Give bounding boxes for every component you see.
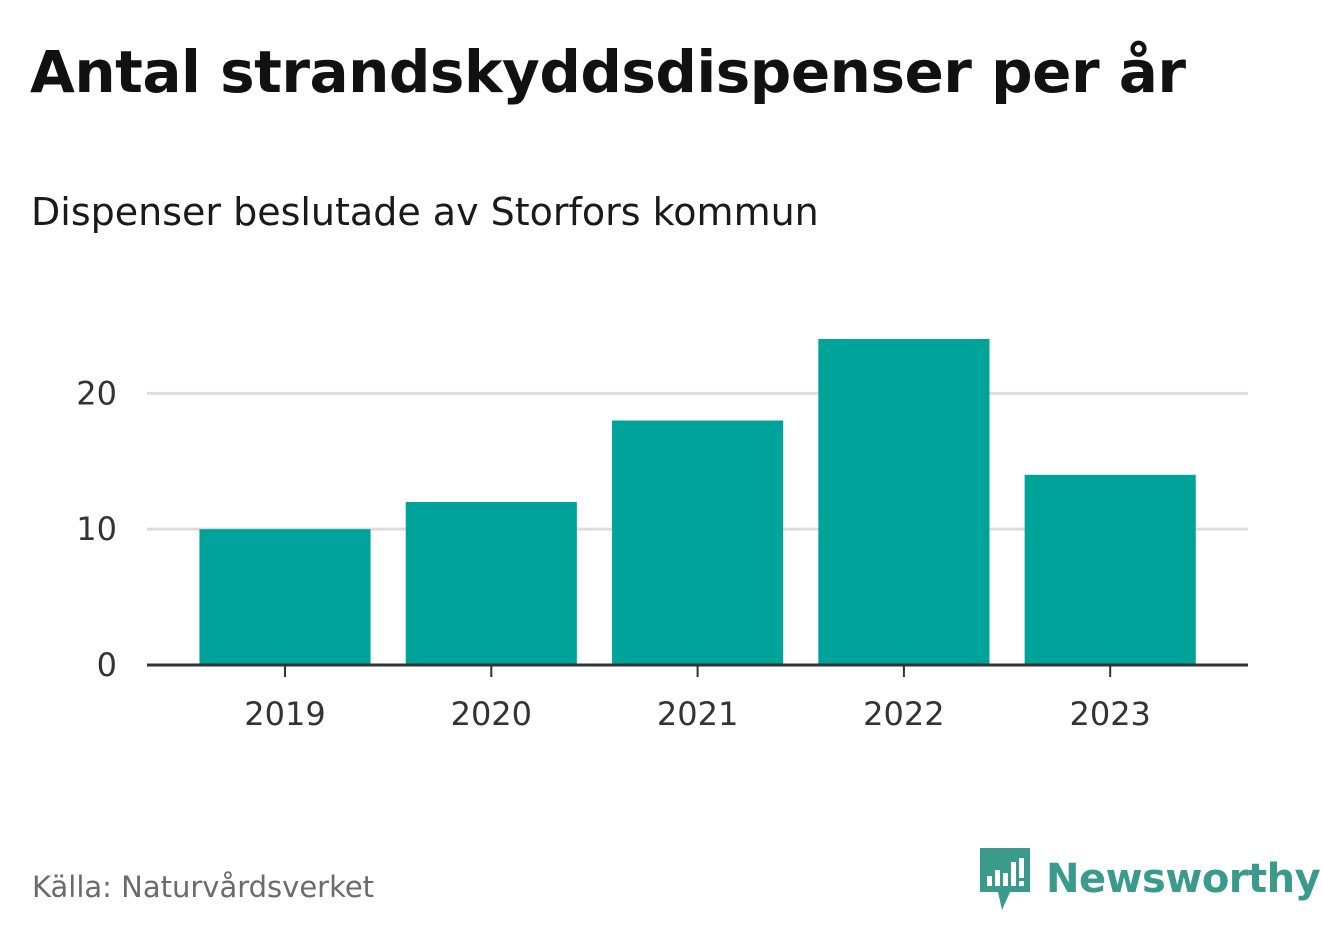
y-tick-label: 10 (76, 510, 117, 548)
source-note: Källa: Naturvårdsverket (32, 870, 375, 904)
x-tick-label: 2023 (1069, 695, 1150, 733)
y-tick-label: 0 (97, 646, 117, 684)
x-tick-label: 2022 (863, 695, 944, 733)
brand-name: Newsworthy (1046, 856, 1321, 902)
axes: 0 10 20 2019 2020 2021 2022 2023 (76, 374, 1248, 733)
newsworthy-logo-icon (980, 848, 1030, 910)
brand-logo: Newsworthy (980, 848, 1321, 910)
bar-2019 (199, 529, 371, 665)
x-tick-label: 2019 (244, 695, 325, 733)
bar-2023 (1024, 474, 1196, 665)
x-tick-label: 2021 (657, 695, 738, 733)
chart-subtitle: Dispenser beslutade av Storfors kommun (31, 190, 819, 234)
bar-2022 (818, 339, 990, 665)
x-tick-label: 2020 (451, 695, 532, 733)
bar-2020 (405, 502, 577, 665)
chart-title: Antal strandskyddsdispenser per år (30, 38, 1186, 106)
bar-2021 (612, 420, 784, 665)
bars (199, 339, 1196, 665)
y-tick-label: 20 (76, 374, 117, 412)
